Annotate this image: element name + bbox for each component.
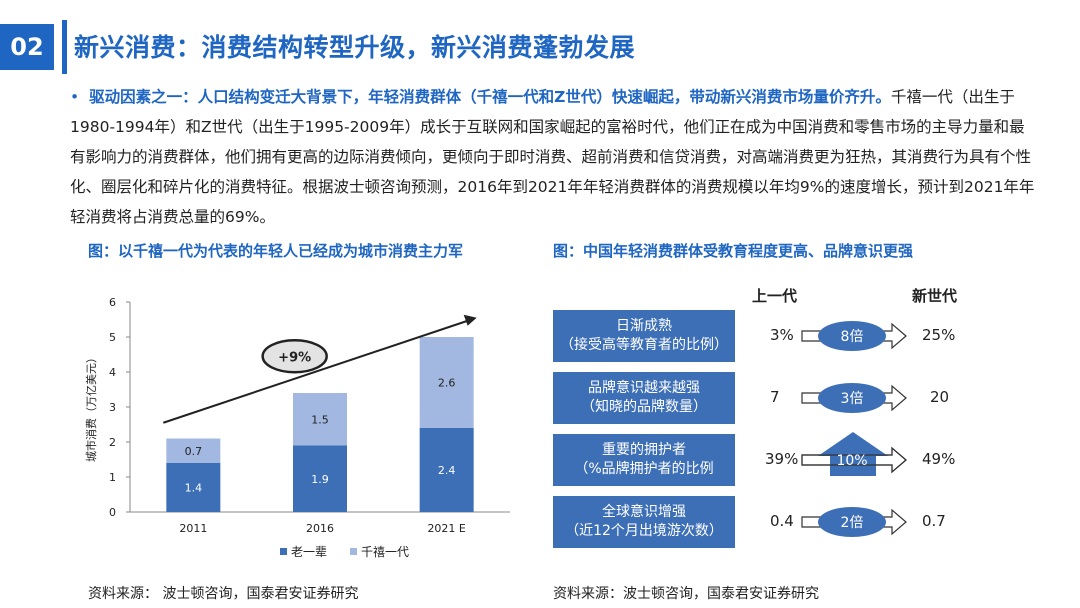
y-tick-label: 5 (109, 331, 116, 344)
trend-arrow-line (163, 318, 471, 424)
growth-label: +9% (278, 350, 311, 365)
bar-value-label: 1.4 (185, 482, 203, 495)
comparison-arrow: 8倍 (801, 321, 907, 351)
legend-swatch (280, 548, 287, 555)
new-generation-value: 25% (922, 326, 956, 344)
comparison-arrow: 3倍 (801, 383, 907, 413)
comparison-sublabel: （近12个月出境游次数） (565, 523, 723, 539)
y-axis-label: 城市消费（万亿美元） (84, 352, 98, 462)
x-tick-label: 2011 (179, 522, 207, 535)
x-tick-label: 2021 E (427, 522, 465, 535)
bar-value-label: 1.5 (311, 413, 329, 426)
multiplier-badge (818, 383, 886, 413)
comparison-arrow: 2倍 (801, 507, 907, 537)
bar-millennial (293, 393, 347, 446)
trend-arrow-head (463, 314, 477, 326)
new-generation-value: 0.7 (922, 512, 946, 530)
y-tick-label: 1 (109, 471, 116, 484)
consumption-bar-chart: 0 1 2 3 4 5 6 城市消费（万亿美元） 1.4 0.7 2011 1.9 1.5 2016 2.4… (84, 296, 510, 559)
slide-number: 02 (0, 24, 54, 70)
multiplier-label: 8倍 (841, 329, 864, 345)
bar-value-label: 2.4 (438, 464, 456, 477)
new-generation-value: 20 (930, 388, 950, 406)
comparison-sublabel: （知晓的品牌数量） (581, 399, 707, 415)
arrow-right-icon (801, 446, 907, 474)
y-tick-label: 3 (109, 401, 116, 414)
multiplier-label: 2倍 (841, 515, 864, 531)
comparison-label: 全球意识增强 (602, 504, 686, 520)
body-lead: 驱动因素之一：人口结构变迁大背景下，年轻消费群体（千禧一代和Z世代）快速崛起，带… (89, 88, 891, 106)
y-tick-label: 6 (109, 296, 116, 309)
right-figure-title: 图：中国年轻消费群体受教育程度更高、品牌意识更强 (553, 242, 914, 260)
x-tick-label: 2016 (306, 522, 334, 535)
comparison-label-box: 日渐成熟 （接受高等教育者的比例） (553, 310, 735, 362)
bar-value-label: 0.7 (185, 445, 203, 458)
bullet-icon: • (70, 88, 80, 106)
previous-generation-value: 0.4 (770, 512, 794, 530)
left-figure-source: 资料来源： 波士顿咨询，国泰君安证券研究 (88, 586, 359, 602)
previous-generation-value: 7 (770, 388, 780, 406)
multiplier-label: 10% (836, 453, 867, 469)
multiplier-badge (818, 507, 886, 537)
comparison-sublabel: （%品牌拥护者的比例 (574, 461, 714, 477)
bar-value-label: 2.6 (438, 377, 456, 390)
y-tick-label: 4 (109, 366, 116, 379)
comparison-label: 重要的拥护者 (602, 442, 686, 458)
right-figure-source: 资料来源：波士顿咨询，国泰君安证券研究 (553, 586, 819, 602)
legend-label: 千禧一代 (361, 545, 409, 559)
body-text: 千禧一代（出生于1980-1994年）和Z世代（出生于1995-2009年）成长… (70, 88, 1035, 226)
bar-millennial (419, 337, 474, 428)
bar-millennial (166, 438, 221, 463)
comparison-label-box: 品牌意识越来越强 （知晓的品牌数量） (553, 372, 735, 424)
bar-value-label: 1.9 (311, 473, 329, 486)
y-tick-label: 0 (109, 506, 116, 519)
comparison-label-box: 重要的拥护者 （%品牌拥护者的比例 (553, 434, 735, 486)
comparison-label: 日渐成熟 (616, 318, 672, 334)
left-figure-title: 图：以千禧一代为代表的年轻人已经成为城市消费主力军 (88, 242, 464, 260)
slide-title: 新兴消费：消费结构转型升级，新兴消费蓬勃发展 (74, 33, 636, 62)
column-header-previous: 上一代 (752, 287, 798, 305)
comparison-sublabel: （接受高等教育者的比例） (560, 337, 728, 353)
title-accent-bar (62, 20, 67, 74)
column-header-new: 新世代 (912, 287, 958, 305)
bar-older (293, 445, 347, 512)
y-tick-label: 2 (109, 436, 116, 449)
legend-swatch (350, 548, 357, 555)
new-generation-value: 49% (922, 450, 956, 468)
previous-generation-value: 39% (765, 450, 799, 468)
previous-generation-value: 3% (770, 326, 794, 344)
bar-older (419, 428, 474, 512)
bar-older (166, 463, 221, 512)
legend-label: 老一辈 (291, 545, 327, 559)
comparison-label: 品牌意识越来越强 (588, 380, 700, 396)
multiplier-badge (818, 321, 886, 351)
comparison-arrow: 10% (801, 432, 907, 476)
body-paragraph: • 驱动因素之一：人口结构变迁大背景下，年轻消费群体（千禧一代和Z世代）快速崛起，… (70, 82, 1040, 232)
comparison-label-box: 全球意识增强 （近12个月出境游次数） (553, 496, 735, 548)
multiplier-label: 3倍 (841, 391, 864, 407)
growth-badge (261, 339, 328, 374)
